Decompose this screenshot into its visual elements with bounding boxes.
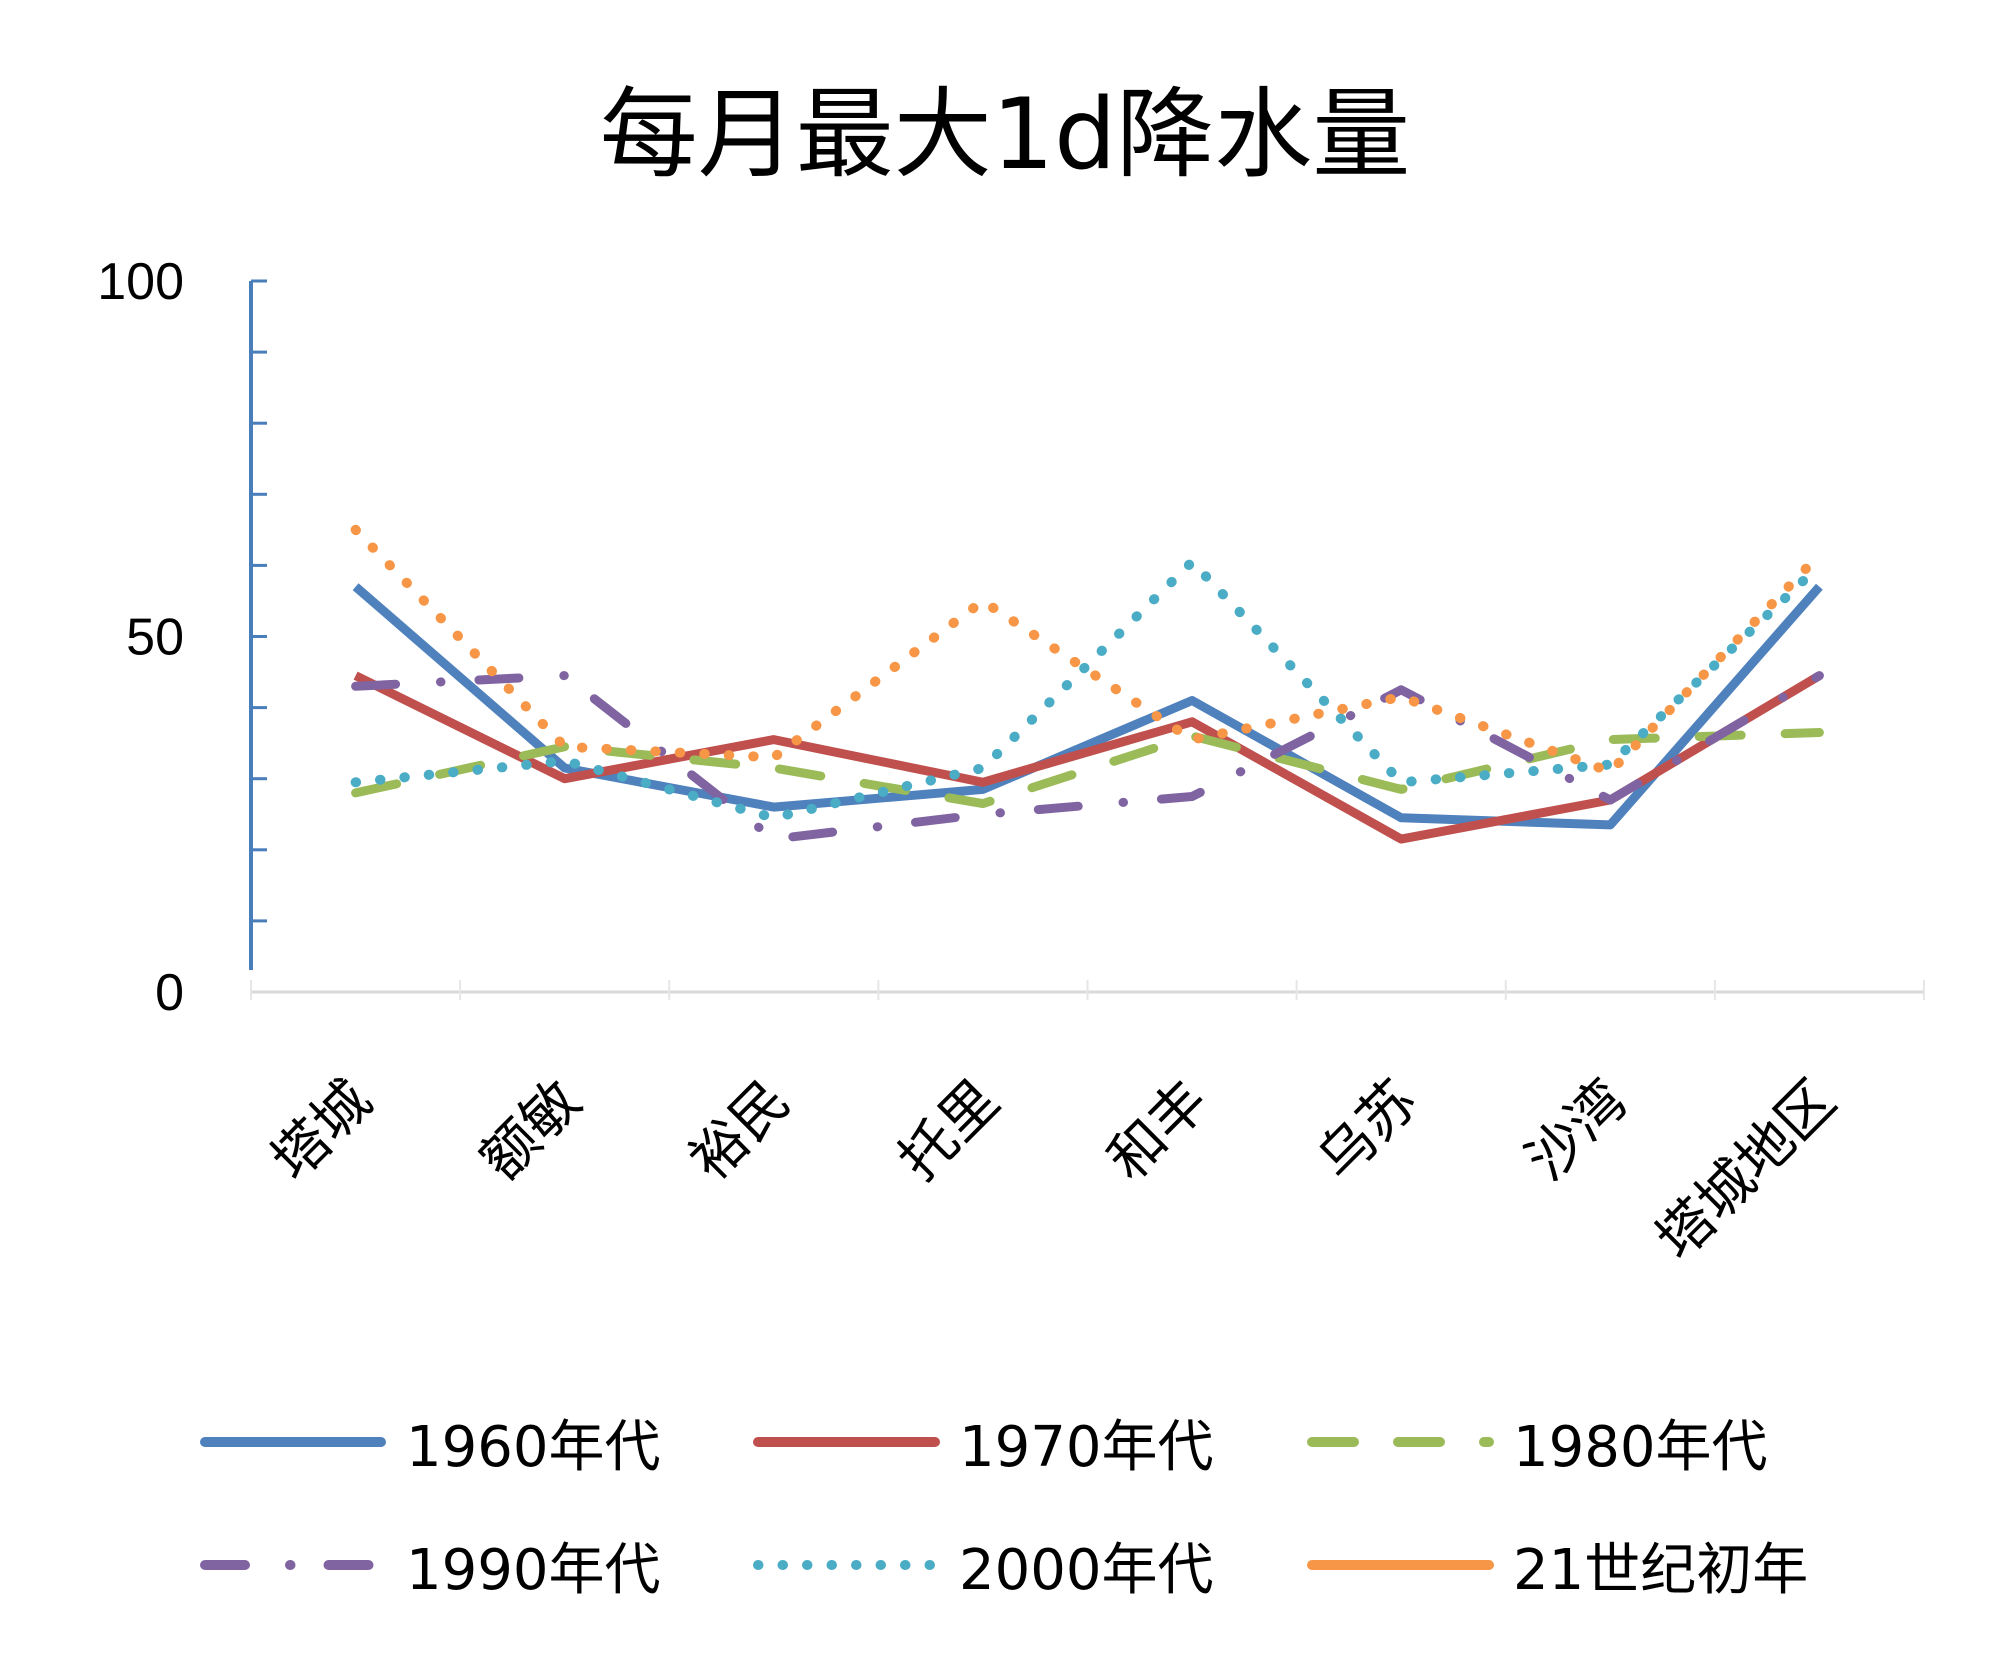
y-tick-label: 50 [126,609,184,667]
legend-label: 1960年代 [406,1415,661,1480]
legend-item: 1960年代 [200,1415,661,1480]
x-tick-label: 额敏 [468,1068,593,1193]
chart-title: 每月最大1d降水量 [600,78,1411,192]
x-tick-label: 塔城 [259,1068,384,1193]
y-tick-label: 100 [97,253,184,311]
legend-label: 1970年代 [959,1415,1214,1480]
x-tick-label: 裕民 [678,1068,803,1193]
legend-label: 1990年代 [406,1538,661,1603]
series-line [351,671,1824,844]
legend-label: 21世纪初年 [1513,1538,1808,1603]
legend-item: 21世纪初年 [1307,1538,1808,1603]
legend-label: 2000年代 [959,1538,1214,1603]
y-tick-label: 0 [155,964,184,1022]
x-tick-label: 乌苏 [1305,1068,1430,1193]
series-line [350,524,1825,777]
x-tick-label: 托里 [887,1068,1012,1193]
legend: 1960年代 1970年代 1980年代 1990年代 2000年代 21世纪初… [200,1415,1808,1603]
legend-item: 2000年代 [753,1538,1214,1603]
x-tick-label: 塔城地区 [1644,1068,1848,1272]
plot-area: 0 50 100 塔城 额敏 裕民 托里 和丰 乌苏 沙湾 塔城地区 [97,253,1925,1272]
x-tick-label: 沙湾 [1514,1068,1639,1193]
legend-item: 1970年代 [753,1415,1214,1480]
legend-item: 1990年代 [200,1538,661,1603]
series-line [352,583,1823,830]
series-line [350,556,1825,823]
x-tick-label: 和丰 [1096,1068,1221,1193]
legend-label: 1980年代 [1513,1415,1768,1480]
legend-item: 1980年代 [1307,1415,1768,1480]
series-line [353,671,1822,844]
